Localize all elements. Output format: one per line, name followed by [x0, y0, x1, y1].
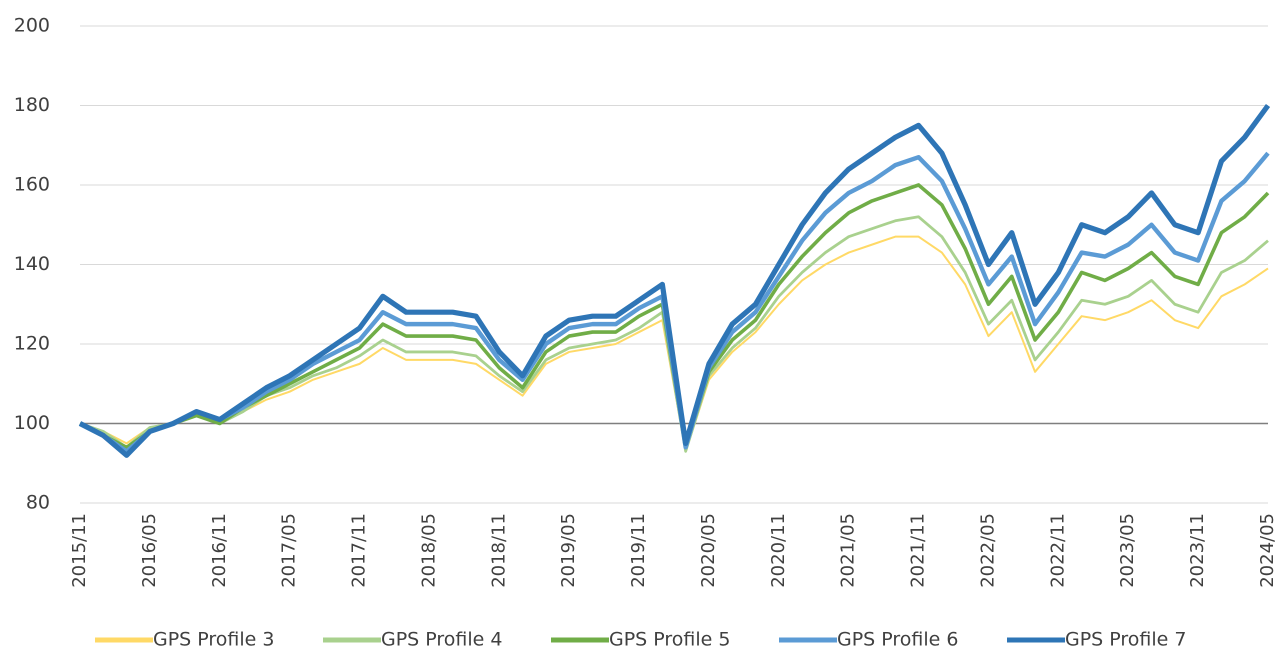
x-tick-label: 2015/11: [69, 513, 90, 588]
y-tick-label: 120: [14, 333, 50, 355]
x-tick-label: 2016/05: [139, 513, 160, 588]
x-tick-label: 2019/05: [558, 513, 579, 588]
y-tick-label: 140: [14, 253, 50, 275]
x-tick-label: 2022/05: [977, 513, 998, 588]
x-tick-label: 2020/11: [768, 513, 789, 588]
x-tick-label: 2017/11: [349, 513, 370, 588]
x-tick-label: 2024/05: [1257, 513, 1278, 588]
x-tick-label: 2022/11: [1047, 513, 1068, 588]
y-tick-label: 80: [26, 492, 50, 514]
x-tick-label: 2018/11: [488, 513, 509, 588]
x-tick-label: 2023/05: [1117, 513, 1138, 588]
series-line: [78, 103, 1271, 458]
legend-label: GPS Profile 6: [837, 629, 959, 651]
y-tick-label: 200: [14, 15, 50, 37]
x-tick-label: 2023/11: [1187, 513, 1208, 588]
legend-label: GPS Profile 3: [153, 629, 275, 651]
x-tick-label: 2016/11: [209, 513, 230, 588]
x-tick-label: 2017/05: [279, 513, 300, 588]
y-tick-label: 180: [14, 94, 50, 116]
x-tick-label: 2020/05: [698, 513, 719, 588]
y-tick-label: 100: [14, 412, 50, 434]
x-tick-label: 2018/05: [418, 513, 439, 588]
legend-label: GPS Profile 7: [1065, 629, 1187, 651]
x-tick-label: 2021/11: [908, 513, 929, 588]
x-tick-label: 2021/05: [838, 513, 859, 588]
x-tick-label: 2019/11: [628, 513, 649, 588]
legend-label: GPS Profile 5: [609, 629, 731, 651]
series-line: [79, 183, 1270, 450]
legend-label: GPS Profile 4: [381, 629, 503, 651]
y-tick-label: 160: [14, 174, 50, 196]
